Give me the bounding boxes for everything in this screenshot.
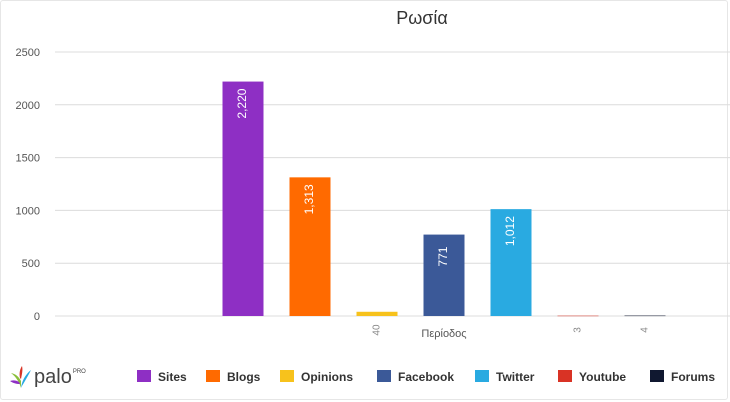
logo-text: palo	[34, 365, 72, 388]
legend-label-facebook: Facebook	[398, 370, 454, 384]
legend: Sites Blogs Opinions Facebook Twitter Youtube…	[137, 370, 715, 384]
bar-sites	[222, 81, 264, 317]
bar-facebook	[423, 234, 465, 316]
y-tick-label: 0	[34, 311, 40, 323]
chart-title: Ρωσία	[396, 8, 448, 28]
data-label-twitter: 1,012	[503, 216, 517, 246]
bar-forums	[624, 315, 666, 317]
legend-swatch-twitter	[475, 370, 489, 382]
legend-label-blogs: Blogs	[227, 370, 261, 384]
palo-leaf-icon	[10, 366, 31, 388]
data-label-opinions: 40	[372, 324, 383, 336]
bar-blogs	[289, 177, 331, 316]
logo-superscript: PRO	[72, 369, 86, 375]
bar-twitter	[490, 209, 532, 316]
legend-swatch-opinions	[280, 370, 294, 382]
data-label-sites: 2,220	[235, 88, 249, 118]
data-label-forums: 4	[640, 327, 651, 333]
legend-label-opinions: Opinions	[301, 370, 353, 384]
legend-label-twitter: Twitter	[496, 370, 535, 384]
y-tick-label: 2500	[16, 47, 40, 59]
bar-opinions	[356, 311, 398, 316]
y-axis-ticks: 0 500 1000 1500 2000 2500	[16, 47, 40, 323]
legend-label-sites: Sites	[158, 370, 187, 384]
y-tick-label: 2000	[16, 100, 40, 112]
gridlines	[55, 51, 730, 317]
legend-swatch-forums	[650, 370, 664, 382]
palo-logo: palo PRO	[10, 362, 86, 392]
y-tick-label: 1500	[16, 153, 40, 165]
y-tick-label: 1000	[16, 205, 40, 217]
bar-youtube	[557, 315, 599, 317]
legend-swatch-sites	[137, 370, 151, 382]
bars	[222, 81, 666, 317]
legend-label-forums: Forums	[671, 370, 715, 384]
legend-swatch-blogs	[206, 370, 220, 382]
legend-swatch-facebook	[377, 370, 391, 382]
y-tick-label: 500	[22, 258, 40, 270]
legend-swatch-youtube	[558, 370, 572, 382]
data-label-facebook: 771	[436, 246, 450, 266]
data-label-youtube: 3	[573, 327, 584, 333]
data-labels: 2,220 1,313 40 771 1,012 3 4	[235, 88, 650, 335]
data-label-blogs: 1,313	[302, 184, 316, 214]
legend-label-youtube: Youtube	[579, 370, 626, 384]
x-axis-label: Περίοδος	[421, 328, 466, 340]
